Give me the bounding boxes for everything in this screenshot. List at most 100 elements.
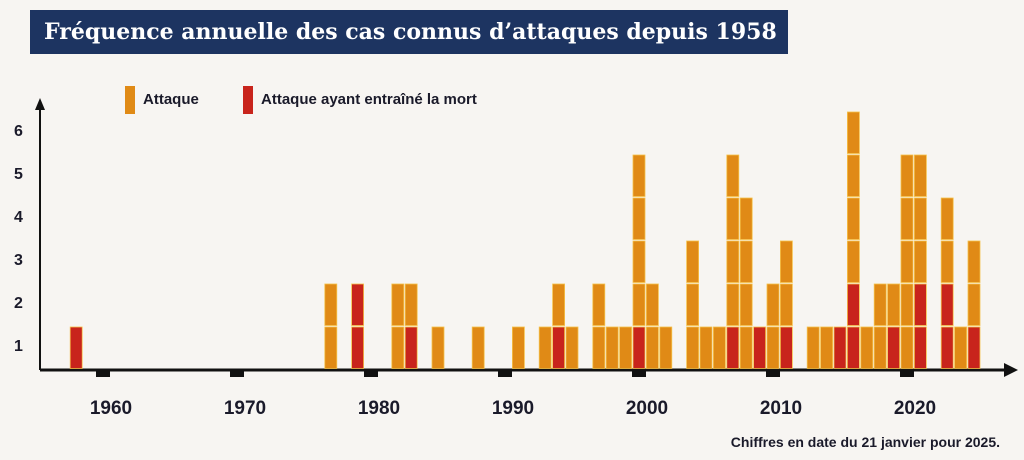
chart-note: Chiffres en date du 21 janvier pour 2025… <box>730 434 1000 450</box>
bar-segment <box>739 326 753 369</box>
bar-segment <box>659 326 673 369</box>
bar-segment <box>954 326 967 369</box>
bar-segment <box>900 240 914 283</box>
x-tick-mark <box>364 370 378 377</box>
bar-segment <box>632 283 646 326</box>
bar-segment <box>726 197 740 240</box>
bar-segment <box>592 326 606 369</box>
chart-title: Fréquence annuelle des cas connus d’atta… <box>30 10 788 54</box>
bar-segment <box>967 326 981 369</box>
bar-segment <box>726 154 740 197</box>
y-tick-label: 6 <box>14 123 23 140</box>
x-tick-mark <box>766 370 780 377</box>
bar-segment <box>351 283 365 326</box>
bar-segment <box>900 197 914 240</box>
bar-segment <box>686 283 699 326</box>
bar-segment <box>780 326 793 369</box>
bar-segment <box>739 240 753 283</box>
bar-segment <box>632 240 646 283</box>
x-tick-mark <box>498 370 512 377</box>
bar-segment <box>351 326 365 369</box>
x-tick-mark <box>230 370 244 377</box>
bar-segment <box>873 283 887 326</box>
bar-segment <box>646 326 659 369</box>
bar-segment <box>565 326 579 369</box>
x-tick-mark <box>900 370 914 377</box>
bar-segment <box>686 240 699 283</box>
bar-segment <box>780 240 793 283</box>
bar-segment <box>592 283 606 326</box>
legend-label: Attaque ayant entraîné la mort <box>261 91 477 108</box>
bar-segment <box>766 326 780 369</box>
bar-segment <box>605 326 619 369</box>
bar-segment <box>686 326 699 369</box>
bar-segment <box>847 326 860 369</box>
bar-segment <box>431 326 445 369</box>
bar-segment <box>713 326 726 369</box>
bar-segment <box>538 326 552 369</box>
x-axis-arrow-icon <box>1004 363 1018 377</box>
x-tick-label: 2010 <box>760 398 802 419</box>
bar-segment <box>847 283 860 326</box>
bar-segment <box>967 283 981 326</box>
bar-segment <box>940 197 954 240</box>
bar-segment <box>471 326 485 369</box>
bar-segment <box>900 326 914 369</box>
y-tick-label: 1 <box>14 338 23 355</box>
bar-segment <box>699 326 713 369</box>
bar-segment <box>940 240 954 283</box>
bar-segment <box>833 326 847 369</box>
bar-segment <box>739 197 753 240</box>
bar-segment <box>873 326 887 369</box>
bar-segment <box>914 283 927 326</box>
bar-segment <box>512 326 525 369</box>
bar-segment <box>391 326 405 369</box>
bar-segment <box>619 326 632 369</box>
bar-segment <box>780 283 793 326</box>
x-tick-mark <box>96 370 110 377</box>
y-tick-label: 5 <box>14 166 23 183</box>
bar-segment <box>940 283 954 326</box>
bar-segment <box>847 154 860 197</box>
bar-segment <box>900 154 914 197</box>
legend-swatch <box>243 86 253 114</box>
x-tick-label: 1980 <box>358 398 400 419</box>
bar-segment <box>646 283 659 326</box>
bar-segment <box>914 240 927 283</box>
x-tick-label: 2020 <box>894 398 936 419</box>
x-tick-label: 1970 <box>224 398 266 419</box>
bar-segment <box>391 283 405 326</box>
bar-segment <box>766 283 780 326</box>
y-tick-label: 3 <box>14 252 23 269</box>
bar-segment <box>324 283 338 326</box>
bar-segment <box>820 326 833 369</box>
bar-segment <box>552 283 565 326</box>
bar-segment <box>552 326 565 369</box>
x-tick-label: 2000 <box>626 398 668 419</box>
y-tick-label: 4 <box>14 209 23 226</box>
bar-segment <box>632 197 646 240</box>
bar-segment <box>860 326 874 369</box>
x-tick-label: 1990 <box>492 398 534 419</box>
bar-segment <box>847 197 860 240</box>
y-tick-label: 2 <box>14 295 23 312</box>
bar-segment <box>632 154 646 197</box>
bar-segment <box>940 326 954 369</box>
legend-label: Attaque <box>143 91 199 108</box>
bar-segment <box>726 326 740 369</box>
bar-segment <box>404 283 418 326</box>
bar-segment <box>726 283 740 326</box>
y-axis-arrow-icon <box>35 98 45 110</box>
bar-segment <box>847 240 860 283</box>
bar-segment <box>914 154 927 197</box>
bar-segment <box>914 326 927 369</box>
bar-segment <box>914 197 927 240</box>
bar-segment <box>847 111 860 154</box>
bar-segment <box>69 326 83 369</box>
legend-swatch <box>125 86 135 114</box>
bar-segment <box>726 240 740 283</box>
bar-segment <box>806 326 820 369</box>
bar-segment <box>887 283 900 326</box>
bar-segment <box>900 283 914 326</box>
